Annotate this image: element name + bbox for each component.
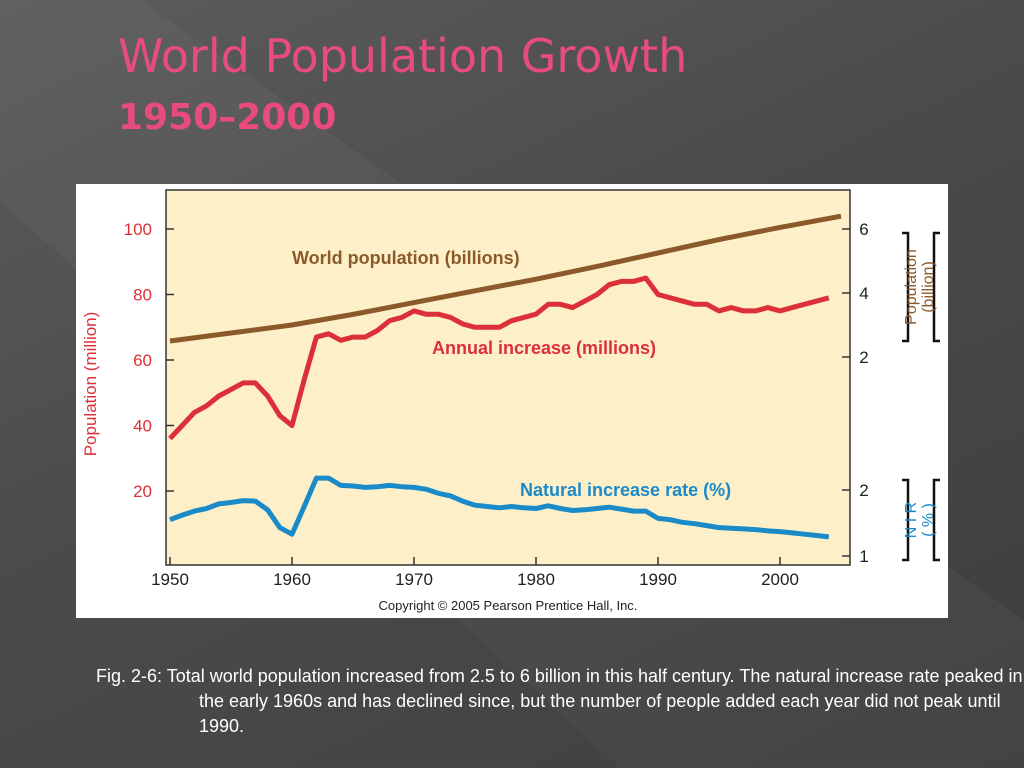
population-chart: Population (million) Population (billion… <box>81 189 940 613</box>
world-population-label: World population (billions) <box>292 248 520 268</box>
world-population-line <box>169 213 842 344</box>
x-tick-label: 1980 <box>517 570 555 589</box>
left-tick-label: 20 <box>133 482 152 501</box>
annual-increase-label: Annual increase (millions) <box>432 338 656 358</box>
population-tick-label: 6 <box>859 220 868 239</box>
population-tick-label: 2 <box>859 348 868 367</box>
left-tick-label: 40 <box>133 417 152 436</box>
x-tick-label: 1960 <box>273 570 311 589</box>
figure-caption: Fig. 2-6: Total world population increas… <box>96 666 1023 736</box>
plot-area <box>165 189 851 566</box>
left-tick-label: 80 <box>133 286 152 305</box>
left-axis-label: Population (million) <box>81 312 100 457</box>
x-tick-label: 1970 <box>395 570 433 589</box>
population-axis-label-line2: (billion) <box>920 261 937 313</box>
annual-increase-line <box>168 275 830 441</box>
chart-figure: Population (million) Population (billion… <box>76 184 948 618</box>
chart-copyright: Copyright © 2005 Pearson Prentice Hall, … <box>379 598 638 613</box>
x-tick-label: 2000 <box>761 570 799 589</box>
left-tick-label: 60 <box>133 351 152 370</box>
natural-increase-rate-label: Natural increase rate (%) <box>520 480 731 500</box>
population-axis-bracket-left <box>932 231 940 343</box>
population-tick-label: 4 <box>859 284 868 303</box>
nir-tick-label: 1 <box>859 547 868 566</box>
natural-increase-rate-line <box>169 475 830 540</box>
nir-axis-bracket <box>902 478 910 562</box>
nir-axis-label-line1: N I R <box>903 502 920 538</box>
slide-title: World Population Growth <box>118 29 688 83</box>
left-tick-label: 100 <box>124 220 152 239</box>
slide-subtitle: 1950–2000 <box>118 97 337 138</box>
nir-tick-label: 2 <box>859 481 868 500</box>
nir-axis-bracket-left <box>932 478 940 562</box>
population-axis-label-line1: Population <box>903 249 920 325</box>
x-tick-label: 1990 <box>639 570 677 589</box>
x-tick-label: 1950 <box>151 570 189 589</box>
nir-axis-label-line2: ( % ) <box>920 503 937 537</box>
population-axis-bracket <box>902 231 910 343</box>
